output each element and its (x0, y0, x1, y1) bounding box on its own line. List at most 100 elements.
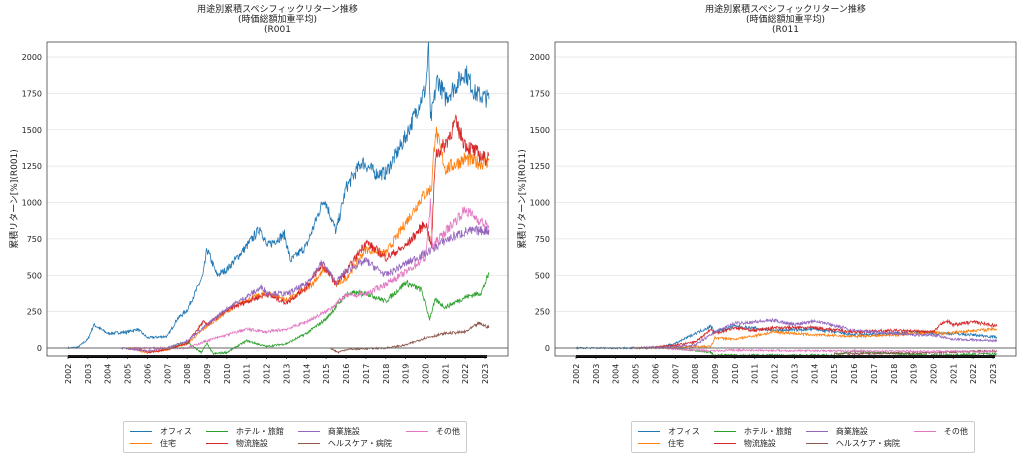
x-tick-label: 2008 (183, 364, 192, 384)
legend-swatch (130, 442, 152, 444)
legend-label: その他 (435, 426, 460, 436)
x-tick-label: 2007 (671, 364, 680, 384)
chart-title-line: 用途別累積スペシフィックリターン推移 (705, 3, 866, 15)
legend-swatch (805, 442, 828, 444)
legend-item: オフィス (130, 425, 192, 437)
legend-item: ヘルスケア・病院 (297, 437, 392, 449)
x-tick-label: 2023 (481, 364, 490, 384)
y-tick-label: 1000 (22, 199, 42, 208)
x-tick-label: 2019 (402, 364, 411, 384)
x-tick-label: 2016 (342, 364, 351, 384)
x-tick-label: 2012 (771, 364, 780, 384)
y-axis-label: 累積リターン[%](R011) (516, 149, 528, 249)
legend-swatch (405, 430, 428, 432)
x-tick-label: 2005 (632, 364, 641, 384)
legend-swatch (638, 442, 660, 444)
x-tick-label: 2003 (84, 364, 93, 384)
y-tick-label: 500 (535, 271, 550, 280)
x-tick-label: 2016 (850, 364, 859, 384)
legend-item: ホテル・旅館 (205, 425, 284, 437)
series-line-6 (127, 198, 490, 351)
y-tick-label: 2000 (530, 53, 550, 62)
series-line-1 (127, 126, 490, 354)
x-tick-label: 2021 (949, 364, 958, 384)
y-tick-label: 1250 (22, 162, 42, 171)
x-tick-label: 2023 (989, 364, 998, 384)
legend-swatch (638, 430, 660, 432)
legend-swatch (913, 430, 936, 432)
x-tick-label: 2021 (441, 364, 450, 384)
series-line-5 (329, 321, 490, 355)
legend-swatch (805, 430, 828, 432)
x-tick-label: 2003 (592, 364, 601, 384)
x-tick-label: 2006 (651, 364, 660, 384)
legend-item: その他 (405, 425, 460, 437)
y-tick-label: 1750 (530, 89, 550, 98)
x-tick-label: 2011 (751, 364, 760, 384)
legend-item: 商業施設 (805, 425, 900, 437)
chart-panel-0: 0 250 500 750 1000 1250 1500 1750 2000 2002 2003 20… (8, 3, 509, 384)
legend-label: オフィス (668, 426, 700, 436)
series-line-6 (655, 346, 998, 354)
y-axis-label: 累積リターン[%](R001) (8, 149, 20, 249)
x-tick-label: 2022 (461, 364, 470, 384)
legend-label: 物流施設 (743, 438, 776, 448)
legend-item: ヘルスケア・病院 (805, 437, 900, 449)
legend-swatch (205, 430, 228, 432)
x-tick-label: 2019 (910, 364, 919, 384)
y-tick-label: 1750 (22, 89, 42, 98)
x-tick-label: 2013 (790, 364, 799, 384)
series-line-1 (635, 326, 998, 350)
x-tick-label: 2012 (263, 364, 272, 384)
y-tick-label: 2000 (22, 53, 42, 62)
legend-item: オフィス (638, 425, 700, 437)
series-line-4 (121, 224, 490, 352)
y-tick-label: 1500 (530, 126, 550, 135)
x-tick-label: 2020 (929, 364, 938, 384)
x-tick-label: 2010 (731, 364, 740, 384)
legend-label: ヘルスケア・病院 (327, 438, 392, 448)
x-tick-label: 2007 (163, 364, 172, 384)
legend-item: 住宅 (638, 437, 700, 449)
legend-label: 商業施設 (327, 426, 360, 436)
x-tick-label: 2005 (124, 364, 133, 384)
legend-item: 物流施設 (713, 437, 792, 449)
x-tick-label: 2017 (870, 364, 879, 384)
y-tick-label: 250 (535, 308, 550, 317)
chart-title-line: (時価総額加重平均) (238, 13, 317, 25)
legend-label: 住宅 (668, 438, 684, 448)
chart-panel-1: 0 250 500 750 1000 1250 1500 1750 2000 2002 2003 20… (516, 3, 1017, 384)
chart-title-line: (時価総額加重平均) (746, 13, 825, 25)
legend-label: オフィス (160, 426, 192, 436)
series-line-0 (67, 41, 490, 350)
legend-item: ホテル・旅館 (713, 425, 792, 437)
legend-swatch (297, 442, 320, 444)
x-tick-label: 2014 (302, 364, 311, 384)
x-tick-label: 2002 (572, 364, 581, 384)
legend-label: ホテル・旅館 (743, 426, 792, 436)
x-tick-label: 2015 (322, 364, 331, 384)
x-tick-label: 2011 (243, 364, 252, 384)
x-tick-label: 2008 (691, 364, 700, 384)
legend-swatch (713, 430, 736, 432)
x-tick-label: 2013 (282, 364, 291, 384)
chart-title-line: (R001 (264, 25, 291, 35)
y-tick-label: 0 (545, 344, 550, 353)
x-tick-label: 2002 (64, 364, 73, 384)
legend-swatch (130, 430, 152, 432)
y-tick-label: 1500 (22, 126, 42, 135)
legend-swatch (205, 442, 228, 444)
legend-right: オフィス住宅 ホテル・旅館 物流施設 商業施設 ヘルスケア・病院 その他 (631, 421, 975, 453)
x-tick-label: 2015 (830, 364, 839, 384)
x-tick-label: 2017 (362, 364, 371, 384)
x-tick-label: 2020 (421, 364, 430, 384)
x-tick-label: 2004 (612, 364, 621, 384)
plot-frame (554, 41, 1017, 357)
series-line-3 (645, 318, 998, 350)
legend-item: その他 (913, 425, 968, 437)
x-tick-label: 2009 (711, 364, 720, 384)
x-tick-label: 2022 (969, 364, 978, 384)
legend-label: ヘルスケア・病院 (835, 438, 900, 448)
legend-item: 住宅 (130, 437, 192, 449)
